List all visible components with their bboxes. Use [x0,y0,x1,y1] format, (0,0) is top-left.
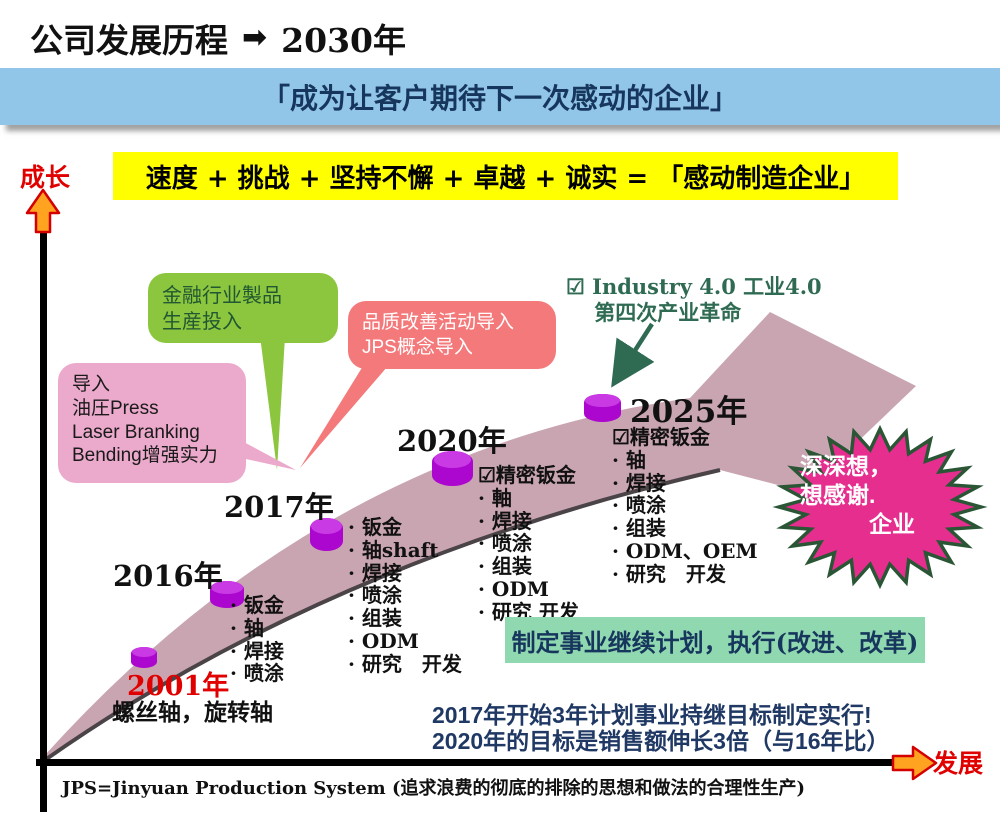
milestone-items-2016: · 钣金 · 轴 · 焊接 · 喷涂 [230,593,284,686]
milestone-items-2020: ☑精密钣金 · 軸 · 焊接 · 喷涂 · 组装 · ODM · 研究 开发 [478,463,579,624]
milestone-cylinder-2001 [131,647,157,668]
starburst-text: 深深想， 想感谢. 企业 [800,453,915,537]
page-title: 公司发展历程 ➡ 2030年 [30,14,406,62]
milestone-items-2017: · 钣金 · 轴shaft · 焊接 · 喷涂 · 组装 · ODM · 研究 … [348,515,462,676]
milestone-year-2016: 2016年 [113,559,223,593]
right-arrow-icon: ➡ [242,20,268,55]
milestone-items-2025: ☑精密钣金 · 轴 · 焊接 · 喷涂 · 组装 · ODM、OEM · 研究 … [612,425,758,586]
milestone-items-2001: 螺丝轴，旋转轴 [112,699,273,726]
vision-banner-text: 「成为让客户期待下一次感动的企业」 [261,82,738,114]
growth-arrow-band [45,312,916,760]
y-axis-line [40,228,47,812]
formula-banner: 速度 + 挑战 + 坚持不懈 + 卓越 + 诚实 = 「感动制造企业」 [113,152,898,200]
milestone-year-2001: 2001年 [127,671,230,702]
callout-finance-products: 金融行业製品 生産投入 [148,273,338,343]
page-title-year: 2030年 [281,21,406,60]
salmon-callout-tail [300,345,406,468]
milestone-cylinder-2020 [432,451,473,486]
milestone-year-2025: 2025年 [630,394,748,430]
starburst-badge [772,424,988,590]
vision-banner: 「成为让客户期待下一次感动的企业」 [0,68,1000,125]
milestone-cylinder-2025 [584,394,621,422]
milestone-cylinder-2016 [210,581,244,608]
x-axis-label: 发展 [933,749,984,778]
green-callout-tail [258,320,286,470]
x-axis-arrow-icon [891,745,938,781]
plan-banner-text: 制定事业继续计划，执行(改进、改革) [511,627,919,657]
milestone-cylinder-2017 [310,518,343,551]
formula-banner-text: 速度 + 挑战 + 坚持不懈 + 卓越 + 诚实 = 「感动制造企业」 [145,163,866,194]
y-axis-arrow-icon [25,188,61,234]
growth-arrow-lower-edge [43,468,721,762]
page-title-left: 公司发展历程 [30,21,228,60]
x-axis-line [36,759,894,766]
goal-note: 2017年开始3年计划事业持继目标制定实行! 2020年的目标是销售额伸长3倍（… [432,702,890,755]
callout-equipment-introduction: 导入 油圧Press Laser Branking Bending增强实力 [58,363,246,483]
callout-quality-improvement: 品质改善活动导入 JPS概念导入 [348,301,556,369]
industry-pointer-arrow [611,322,655,388]
industry-4-0-note: ☑ Industry 4.0 工业4.0 第四次产业革命 [566,274,822,326]
milestone-year-2017: 2017年 [224,490,334,524]
milestone-year-2020: 2020年 [397,424,507,458]
plan-banner: 制定事业继续计划，执行(改进、改革) [505,617,925,663]
footer-jps-definition: JPS=Jinyuan Production System (追求浪费的彻底的排… [62,778,806,799]
y-axis-label: 成长 [20,163,71,192]
